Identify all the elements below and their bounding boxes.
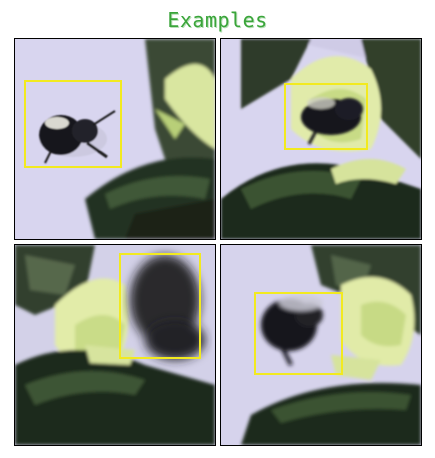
bee-photo-2 <box>221 39 421 239</box>
detection-box-3 <box>119 253 201 359</box>
detection-box-2 <box>284 83 368 150</box>
example-image-2 <box>220 38 422 240</box>
example-image-3 <box>14 244 216 446</box>
detection-box-1 <box>24 80 122 168</box>
example-image-1 <box>14 38 216 240</box>
example-image-4 <box>220 244 422 446</box>
bee-photo-1 <box>15 39 215 239</box>
detection-box-4 <box>254 292 343 375</box>
bee-photo-3 <box>15 245 215 445</box>
page-title: Examples <box>167 8 268 32</box>
